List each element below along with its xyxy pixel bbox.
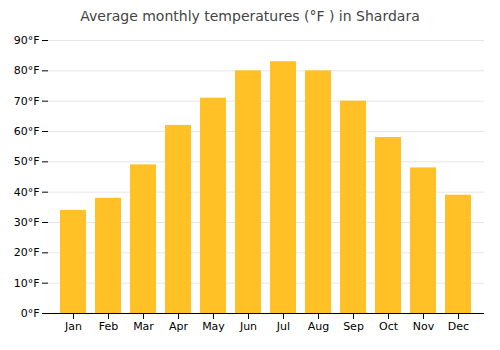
svg-text:Mar: Mar: [133, 320, 154, 333]
svg-text:Jul: Jul: [276, 320, 290, 333]
svg-text:Oct: Oct: [379, 320, 399, 333]
svg-text:90°F: 90°F: [14, 34, 40, 47]
svg-text:70°F: 70°F: [14, 95, 40, 108]
svg-text:Apr: Apr: [169, 320, 189, 333]
svg-text:Aug: Aug: [308, 320, 329, 333]
svg-text:Jun: Jun: [239, 320, 257, 333]
svg-text:30°F: 30°F: [14, 216, 40, 229]
svg-text:80°F: 80°F: [14, 64, 40, 77]
svg-text:0°F: 0°F: [21, 307, 40, 320]
svg-text:50°F: 50°F: [14, 155, 40, 168]
svg-text:Feb: Feb: [99, 320, 118, 333]
svg-text:Nov: Nov: [413, 320, 435, 333]
html-text:Average monthly temperatures (: Average monthly temperatures (°F ) in Sh…: [80, 8, 420, 24]
svg-text:Dec: Dec: [448, 320, 469, 333]
svg-text:10°F: 10°F: [14, 277, 40, 290]
svg-text:Sep: Sep: [343, 320, 364, 333]
svg-text:20°F: 20°F: [14, 246, 40, 259]
svg-text:May: May: [202, 320, 225, 333]
svg-text:40°F: 40°F: [14, 186, 40, 199]
svg-text:Jan: Jan: [64, 320, 82, 333]
svg-text:60°F: 60°F: [14, 125, 40, 138]
